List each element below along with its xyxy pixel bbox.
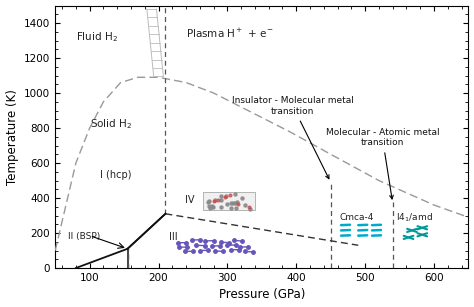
Text: Insulator - Molecular metal
transition: Insulator - Molecular metal transition xyxy=(232,96,354,179)
Text: I (hcp): I (hcp) xyxy=(100,170,131,180)
Text: I4$_1$/amd: I4$_1$/amd xyxy=(396,211,433,223)
Text: Molecular - Atomic metal
transition: Molecular - Atomic metal transition xyxy=(326,128,439,199)
Text: IV: IV xyxy=(185,195,194,205)
Text: Plasma H$^+$ + e$^-$: Plasma H$^+$ + e$^-$ xyxy=(186,27,274,40)
FancyBboxPatch shape xyxy=(203,192,255,210)
Text: Cmca-4: Cmca-4 xyxy=(340,213,374,222)
Text: II (BSP): II (BSP) xyxy=(68,232,100,241)
X-axis label: Pressure (GPa): Pressure (GPa) xyxy=(219,289,305,301)
Text: III: III xyxy=(169,232,177,243)
Y-axis label: Temperature (K): Temperature (K) xyxy=(6,89,18,185)
Text: Fluid H$_2$: Fluid H$_2$ xyxy=(76,30,118,44)
Text: Solid H$_2$: Solid H$_2$ xyxy=(90,118,132,131)
